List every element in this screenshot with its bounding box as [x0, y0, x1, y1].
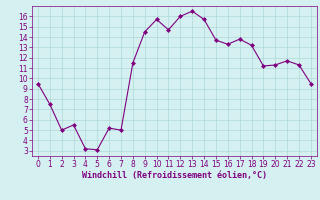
- X-axis label: Windchill (Refroidissement éolien,°C): Windchill (Refroidissement éolien,°C): [82, 171, 267, 180]
